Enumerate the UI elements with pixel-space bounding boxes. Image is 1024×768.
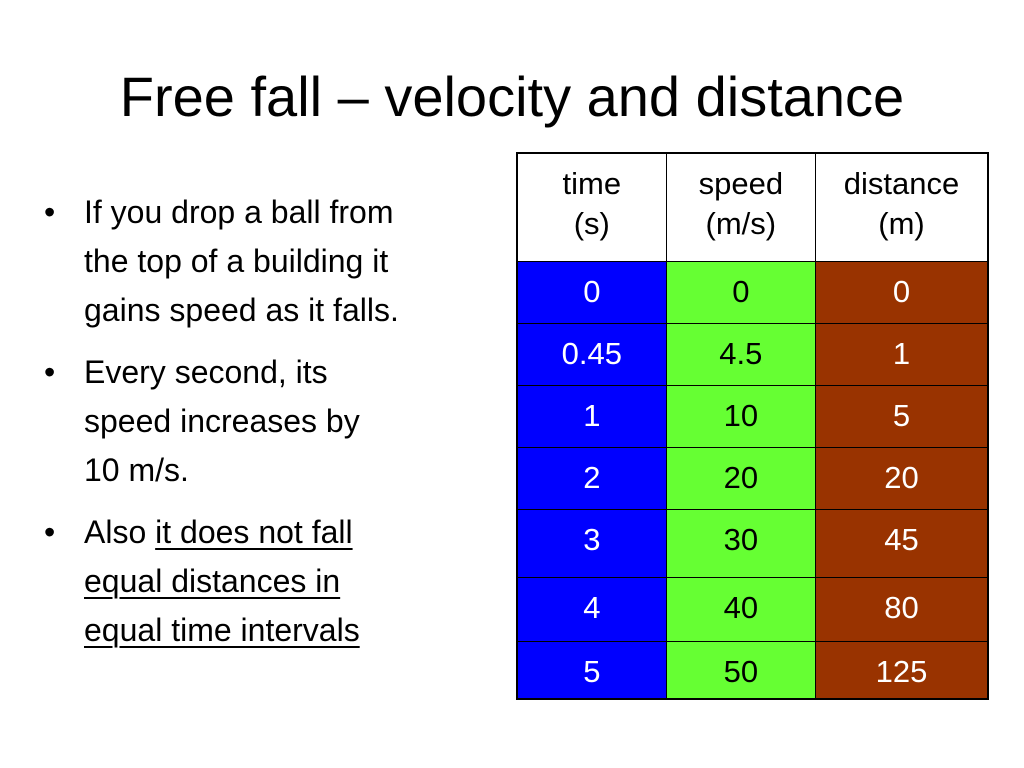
header-speed-unit: (m/s): [705, 206, 777, 241]
cell-time: 1: [516, 384, 667, 448]
free-fall-table: time (s) speed (m/s) distance (m) 0 0 0 0.4…: [516, 152, 989, 700]
bullet-marker: •: [44, 354, 56, 390]
header-distance-unit: (m): [878, 206, 925, 241]
cell-distance: 45: [815, 508, 989, 578]
cell-distance: 1: [815, 322, 989, 386]
header-speed: speed (m/s): [665, 152, 817, 262]
cell-distance: 20: [815, 446, 989, 510]
cell-time: 0.45: [516, 322, 667, 386]
table-header-row: time (s) speed (m/s) distance (m): [516, 152, 989, 262]
bullet-line: Every second, its: [84, 354, 328, 390]
bullet-item: • Every second, its speed increases by 1…: [44, 348, 494, 495]
cell-distance: 80: [815, 576, 989, 642]
table-row: 1 10 5: [516, 384, 989, 448]
cell-time: 5: [516, 640, 667, 700]
header-time-unit: (s): [573, 206, 610, 241]
table-row: 0.45 4.5 1: [516, 322, 989, 386]
bullet-line: 10 m/s.: [84, 452, 189, 488]
cell-speed: 10: [665, 384, 817, 448]
table-row: 5 50 125: [516, 640, 989, 700]
bullet-list: • If you drop a ball from the top of a b…: [44, 188, 494, 668]
cell-distance: 0: [815, 260, 989, 324]
cell-speed: 30: [665, 508, 817, 578]
bullet-underlined-line: it does not fall: [155, 514, 353, 550]
cell-speed: 20: [665, 446, 817, 510]
cell-time: 2: [516, 446, 667, 510]
cell-speed: 40: [665, 576, 817, 642]
cell-time: 4: [516, 576, 667, 642]
header-speed-label: speed: [698, 166, 784, 201]
cell-time: 0: [516, 260, 667, 324]
cell-distance: 125: [815, 640, 989, 700]
cell-speed: 4.5: [665, 322, 817, 386]
bullet-underlined-line: equal distances in: [84, 563, 341, 599]
header-time: time (s): [516, 152, 667, 262]
table-row: 3 30 45: [516, 508, 989, 578]
table-body: 0 0 0 0.45 4.5 1 1 10 5 2 20 20 3 30 45 4 40 80 5 50 125: [516, 260, 989, 700]
cell-distance: 5: [815, 384, 989, 448]
bullet-line: the top of a building it: [84, 243, 389, 279]
cell-speed: 50: [665, 640, 817, 700]
bullet-item: • If you drop a ball from the top of a b…: [44, 188, 494, 335]
cell-speed: 0: [665, 260, 817, 324]
bullet-prefix: Also: [84, 514, 156, 550]
bullet-line: gains speed as it falls.: [84, 292, 399, 328]
slide-title: Free fall – velocity and distance: [119, 65, 905, 128]
bullet-marker: •: [44, 194, 56, 230]
table-row: 2 20 20: [516, 446, 989, 510]
bullet-marker: •: [44, 514, 56, 550]
cell-time: 3: [516, 508, 667, 578]
header-distance-label: distance: [843, 166, 960, 201]
table-row: 4 40 80: [516, 576, 989, 642]
bullet-line: If you drop a ball from: [84, 194, 394, 230]
header-distance: distance (m): [815, 152, 989, 262]
bullet-line: speed increases by: [84, 403, 360, 439]
bullet-item: • Also it does not fall equal distances …: [44, 508, 494, 655]
header-time-label: time: [562, 166, 622, 201]
bullet-underlined-line: equal time intervals: [84, 612, 360, 648]
